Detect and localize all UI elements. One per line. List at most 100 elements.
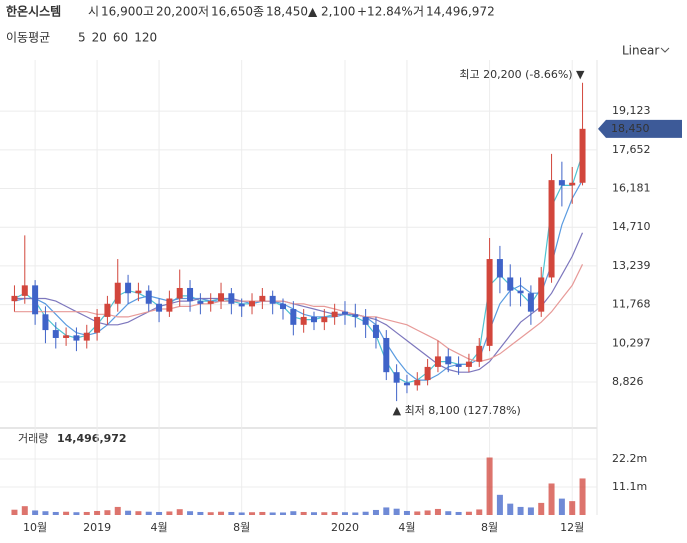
volume-bar: [269, 512, 276, 515]
last-price-tag: [598, 119, 682, 138]
candle-body: [166, 298, 173, 312]
candle-body: [558, 180, 565, 186]
volume-bar: [310, 512, 317, 515]
candle-body: [114, 282, 121, 304]
volume-bar: [434, 508, 441, 515]
label: 시: [88, 5, 99, 19]
volume-bar: [403, 510, 410, 515]
legend-entry: 60: [113, 31, 128, 45]
volume-bar: [238, 512, 245, 515]
open: 16,900: [101, 5, 143, 19]
candle-body: [507, 277, 514, 291]
scale-select[interactable]: Linear: [622, 44, 659, 58]
volume-bar: [321, 512, 328, 515]
volume-bar: [52, 511, 59, 515]
volume-bar: [383, 507, 390, 515]
volume-value: 14,496,972: [57, 432, 127, 445]
moving-average-line: [14, 232, 584, 373]
moving-average-line: [14, 179, 584, 381]
dropdown-arrow[interactable]: [660, 47, 670, 53]
low-annotation: ▲ 최저 8,100 (127.78%): [393, 404, 521, 417]
volume-bar: [259, 511, 266, 515]
candle-body: [32, 285, 39, 315]
candle-body: [187, 287, 194, 302]
volume-bar: [558, 498, 565, 515]
candle-body: [135, 290, 142, 294]
volume-bar: [73, 512, 80, 515]
volume-bar: [21, 506, 28, 515]
candle-body: [176, 287, 183, 299]
volume-bar: [11, 509, 18, 515]
legend-entry: 20: [92, 31, 107, 45]
y-tick-label: 16,181: [612, 182, 651, 195]
stock-name: 한온시스템: [6, 4, 61, 19]
y-tick-label: 14,710: [612, 220, 651, 233]
x-tick-label: 12월: [560, 521, 584, 534]
volume-bar: [135, 511, 142, 515]
candle-body: [73, 335, 80, 341]
high-annotation: 최고 20,200 (-8.66%) ▼: [459, 68, 585, 81]
candle-body: [125, 282, 132, 294]
change-pct: +12.84%: [357, 5, 413, 19]
volume-bar: [249, 512, 256, 515]
candle-body: [403, 382, 410, 386]
candle-body: [527, 293, 534, 312]
candle-body: [352, 314, 359, 317]
candle-body: [341, 311, 348, 315]
x-tick-label: 8월: [481, 521, 498, 534]
volume-bar: [145, 511, 152, 515]
candle-body: [465, 361, 472, 367]
candle-body: [445, 356, 452, 365]
volume-bar: [341, 512, 348, 515]
legend-entry: 5: [78, 31, 86, 45]
moving-average-line: [14, 264, 584, 363]
candle-body: [269, 295, 276, 304]
candle-body: [331, 311, 338, 317]
y-tick-label: 13,239: [612, 259, 651, 272]
volume-bar: [156, 511, 163, 515]
candle-body: [569, 182, 576, 186]
volume-bar: [372, 509, 379, 515]
volume-bar: [496, 494, 503, 515]
volume-bar: [352, 512, 359, 515]
candle-body: [83, 332, 90, 341]
last-price-label: 18,450: [611, 122, 650, 135]
y-tick-label: 22.2m: [612, 452, 647, 465]
volume-bar: [465, 511, 472, 515]
candle-body: [321, 316, 328, 323]
candle-body: [310, 316, 317, 323]
x-tick-label: 8월: [233, 521, 250, 534]
candle-body: [156, 303, 163, 312]
y-tick-label: 10,297: [612, 336, 651, 349]
candle-body: [383, 337, 390, 373]
volume-bar: [290, 511, 297, 515]
volume-bar: [32, 510, 39, 515]
x-tick-label: 10월: [23, 521, 47, 534]
candle-body: [228, 293, 235, 304]
volume-bar: [517, 506, 524, 515]
volume-bar: [569, 501, 576, 515]
y-tick-label: 11,768: [612, 298, 651, 311]
candle-body: [280, 303, 287, 310]
x-tick-label: 2020: [331, 521, 359, 534]
volume-bar: [63, 511, 70, 515]
candle-body: [21, 285, 28, 296]
volume-bar: [166, 511, 173, 515]
candle-body: [238, 303, 245, 307]
volume-bar: [414, 511, 421, 515]
y-tick-label: 11.1m: [612, 480, 647, 493]
volume-bar: [538, 502, 545, 515]
candle-body: [52, 330, 59, 338]
candle-body: [517, 290, 524, 294]
volume-bar: [94, 510, 101, 515]
volume-bar: [187, 511, 194, 515]
y-tick-label: 19,123: [612, 104, 651, 117]
volume-bar: [362, 511, 369, 515]
volume-bar: [176, 509, 183, 515]
volume-bar: [476, 509, 483, 515]
volume-bar: [445, 511, 452, 515]
volume-bar: [114, 506, 121, 515]
candle-body: [197, 301, 204, 304]
candle-body: [414, 380, 421, 386]
